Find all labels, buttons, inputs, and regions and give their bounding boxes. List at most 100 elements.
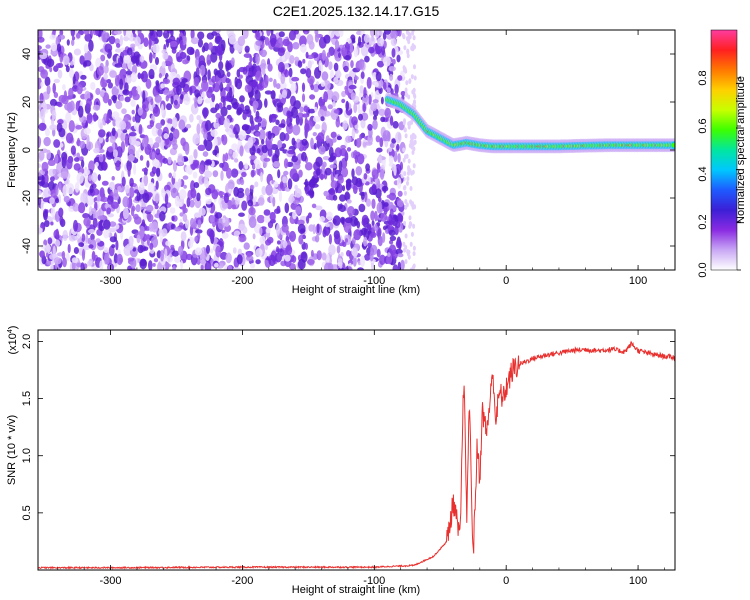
heatmap-cell	[350, 92, 356, 101]
heatmap-cell	[163, 89, 171, 96]
heatmap-cell	[208, 42, 213, 51]
heatmap-cell	[403, 127, 407, 133]
heatmap-cell	[310, 249, 314, 258]
heatmap-cell	[146, 204, 154, 212]
heatmap-cell	[307, 54, 314, 60]
heatmap-cell	[172, 265, 177, 270]
heatmap-cell	[66, 183, 75, 195]
heatmap-cell	[306, 215, 310, 224]
heatmap-cell	[403, 220, 407, 226]
heatmap-cell	[325, 223, 330, 228]
heatmap-cell	[378, 108, 386, 116]
heatmap-cell	[50, 221, 54, 226]
heatmap-cell	[397, 190, 403, 197]
heatmap-cell	[261, 66, 266, 76]
heatmap-cell	[404, 68, 408, 74]
heatmap-cell	[254, 116, 263, 123]
heatmap-cell	[282, 240, 288, 249]
heatmap-cell	[201, 79, 209, 92]
heatmap-cell	[288, 67, 293, 78]
heatmap-cell	[44, 76, 51, 87]
heatmap-cell	[73, 219, 78, 232]
heatmap-cell	[162, 157, 169, 164]
heatmap-cell	[231, 143, 239, 151]
heatmap-cell	[59, 215, 64, 226]
heatmap-cell	[95, 87, 101, 96]
heatmap-cell	[68, 235, 77, 242]
heatmap-cell	[259, 235, 266, 245]
heatmap-cell	[115, 240, 119, 251]
heatmap-cell	[126, 159, 132, 172]
heatmap-cell	[83, 43, 89, 54]
heatmap-cell	[204, 261, 212, 270]
heatmap-cell	[396, 54, 401, 63]
heatmap-cell	[411, 30, 415, 36]
heatmap-cell	[372, 99, 379, 104]
heatmap-cell	[412, 87, 416, 93]
heatmap-cell	[221, 200, 225, 206]
heatmap-cell	[100, 77, 108, 88]
heatmap-cell	[203, 108, 208, 119]
heatmap-cell	[87, 237, 92, 245]
heatmap-cell	[253, 124, 260, 132]
heatmap-cell	[352, 255, 357, 267]
heatmap-cell	[411, 150, 415, 155]
heatmap-cell	[291, 76, 300, 82]
heatmap-cell	[340, 252, 344, 257]
heatmap-cell	[413, 64, 416, 70]
heatmap-cell	[303, 105, 309, 113]
heatmap-cell	[264, 98, 268, 108]
heatmap-cell	[40, 224, 45, 229]
heatmap-cell	[379, 137, 384, 148]
heatmap-cell	[76, 32, 81, 39]
heatmap-cell	[170, 244, 175, 249]
heatmap-cell	[255, 40, 263, 46]
heatmap-cell	[194, 247, 202, 256]
heatmap-cell	[218, 61, 224, 70]
heatmap-cell	[361, 214, 369, 225]
heatmap-cell	[82, 193, 88, 204]
heatmap-cell	[351, 37, 356, 43]
heatmap-cell	[295, 206, 302, 215]
heatmap-cell	[239, 234, 247, 242]
heatmap-cell	[69, 68, 74, 79]
heatmap-cell	[204, 160, 213, 166]
heatmap-cell	[297, 223, 306, 234]
heatmap-cell	[331, 137, 337, 143]
heatmap-cell	[407, 94, 411, 100]
heatmap-cell	[310, 178, 318, 186]
heatmap-cell	[327, 104, 333, 110]
heatmap-cell	[86, 112, 93, 124]
heatmap-cell	[38, 190, 42, 196]
snr-y-multiplier: (x104)	[7, 326, 19, 355]
snr-y-axis: 0.5 1.0 1.5 2.0	[21, 334, 675, 521]
heatmap-cell	[289, 55, 295, 64]
heatmap-cell	[62, 257, 67, 268]
heatmap-cell	[167, 118, 173, 125]
heatmap-cell	[186, 46, 195, 56]
heatmap-cell	[222, 96, 226, 109]
heatmap-cell	[107, 98, 112, 106]
heatmap-cell	[107, 82, 113, 89]
heatmap-cell	[380, 96, 384, 105]
heatmap-cell	[135, 150, 140, 159]
heatmap-cell	[383, 206, 388, 215]
heatmap-cell	[352, 247, 358, 259]
heatmap-cell	[408, 78, 412, 84]
heatmap-cell	[412, 264, 415, 270]
heatmap-cell	[233, 127, 237, 135]
heatmap-cell	[76, 172, 84, 185]
heatmap-cell	[92, 217, 98, 229]
heatmap-cell	[321, 252, 327, 261]
heatmap-cell	[236, 254, 243, 265]
heatmap-cell	[408, 215, 412, 221]
heatmap-cell	[376, 222, 381, 227]
heatmap-cell	[238, 212, 245, 217]
heatmap-cell	[65, 65, 70, 73]
heatmap-cell	[92, 112, 98, 122]
heatmap-cell	[410, 45, 414, 51]
heatmap-cell	[62, 229, 68, 242]
heatmap-cell	[128, 135, 137, 146]
heatmap-cell	[78, 208, 85, 213]
snr-y-axis-title: SNR (10 * v/v)	[6, 415, 18, 485]
